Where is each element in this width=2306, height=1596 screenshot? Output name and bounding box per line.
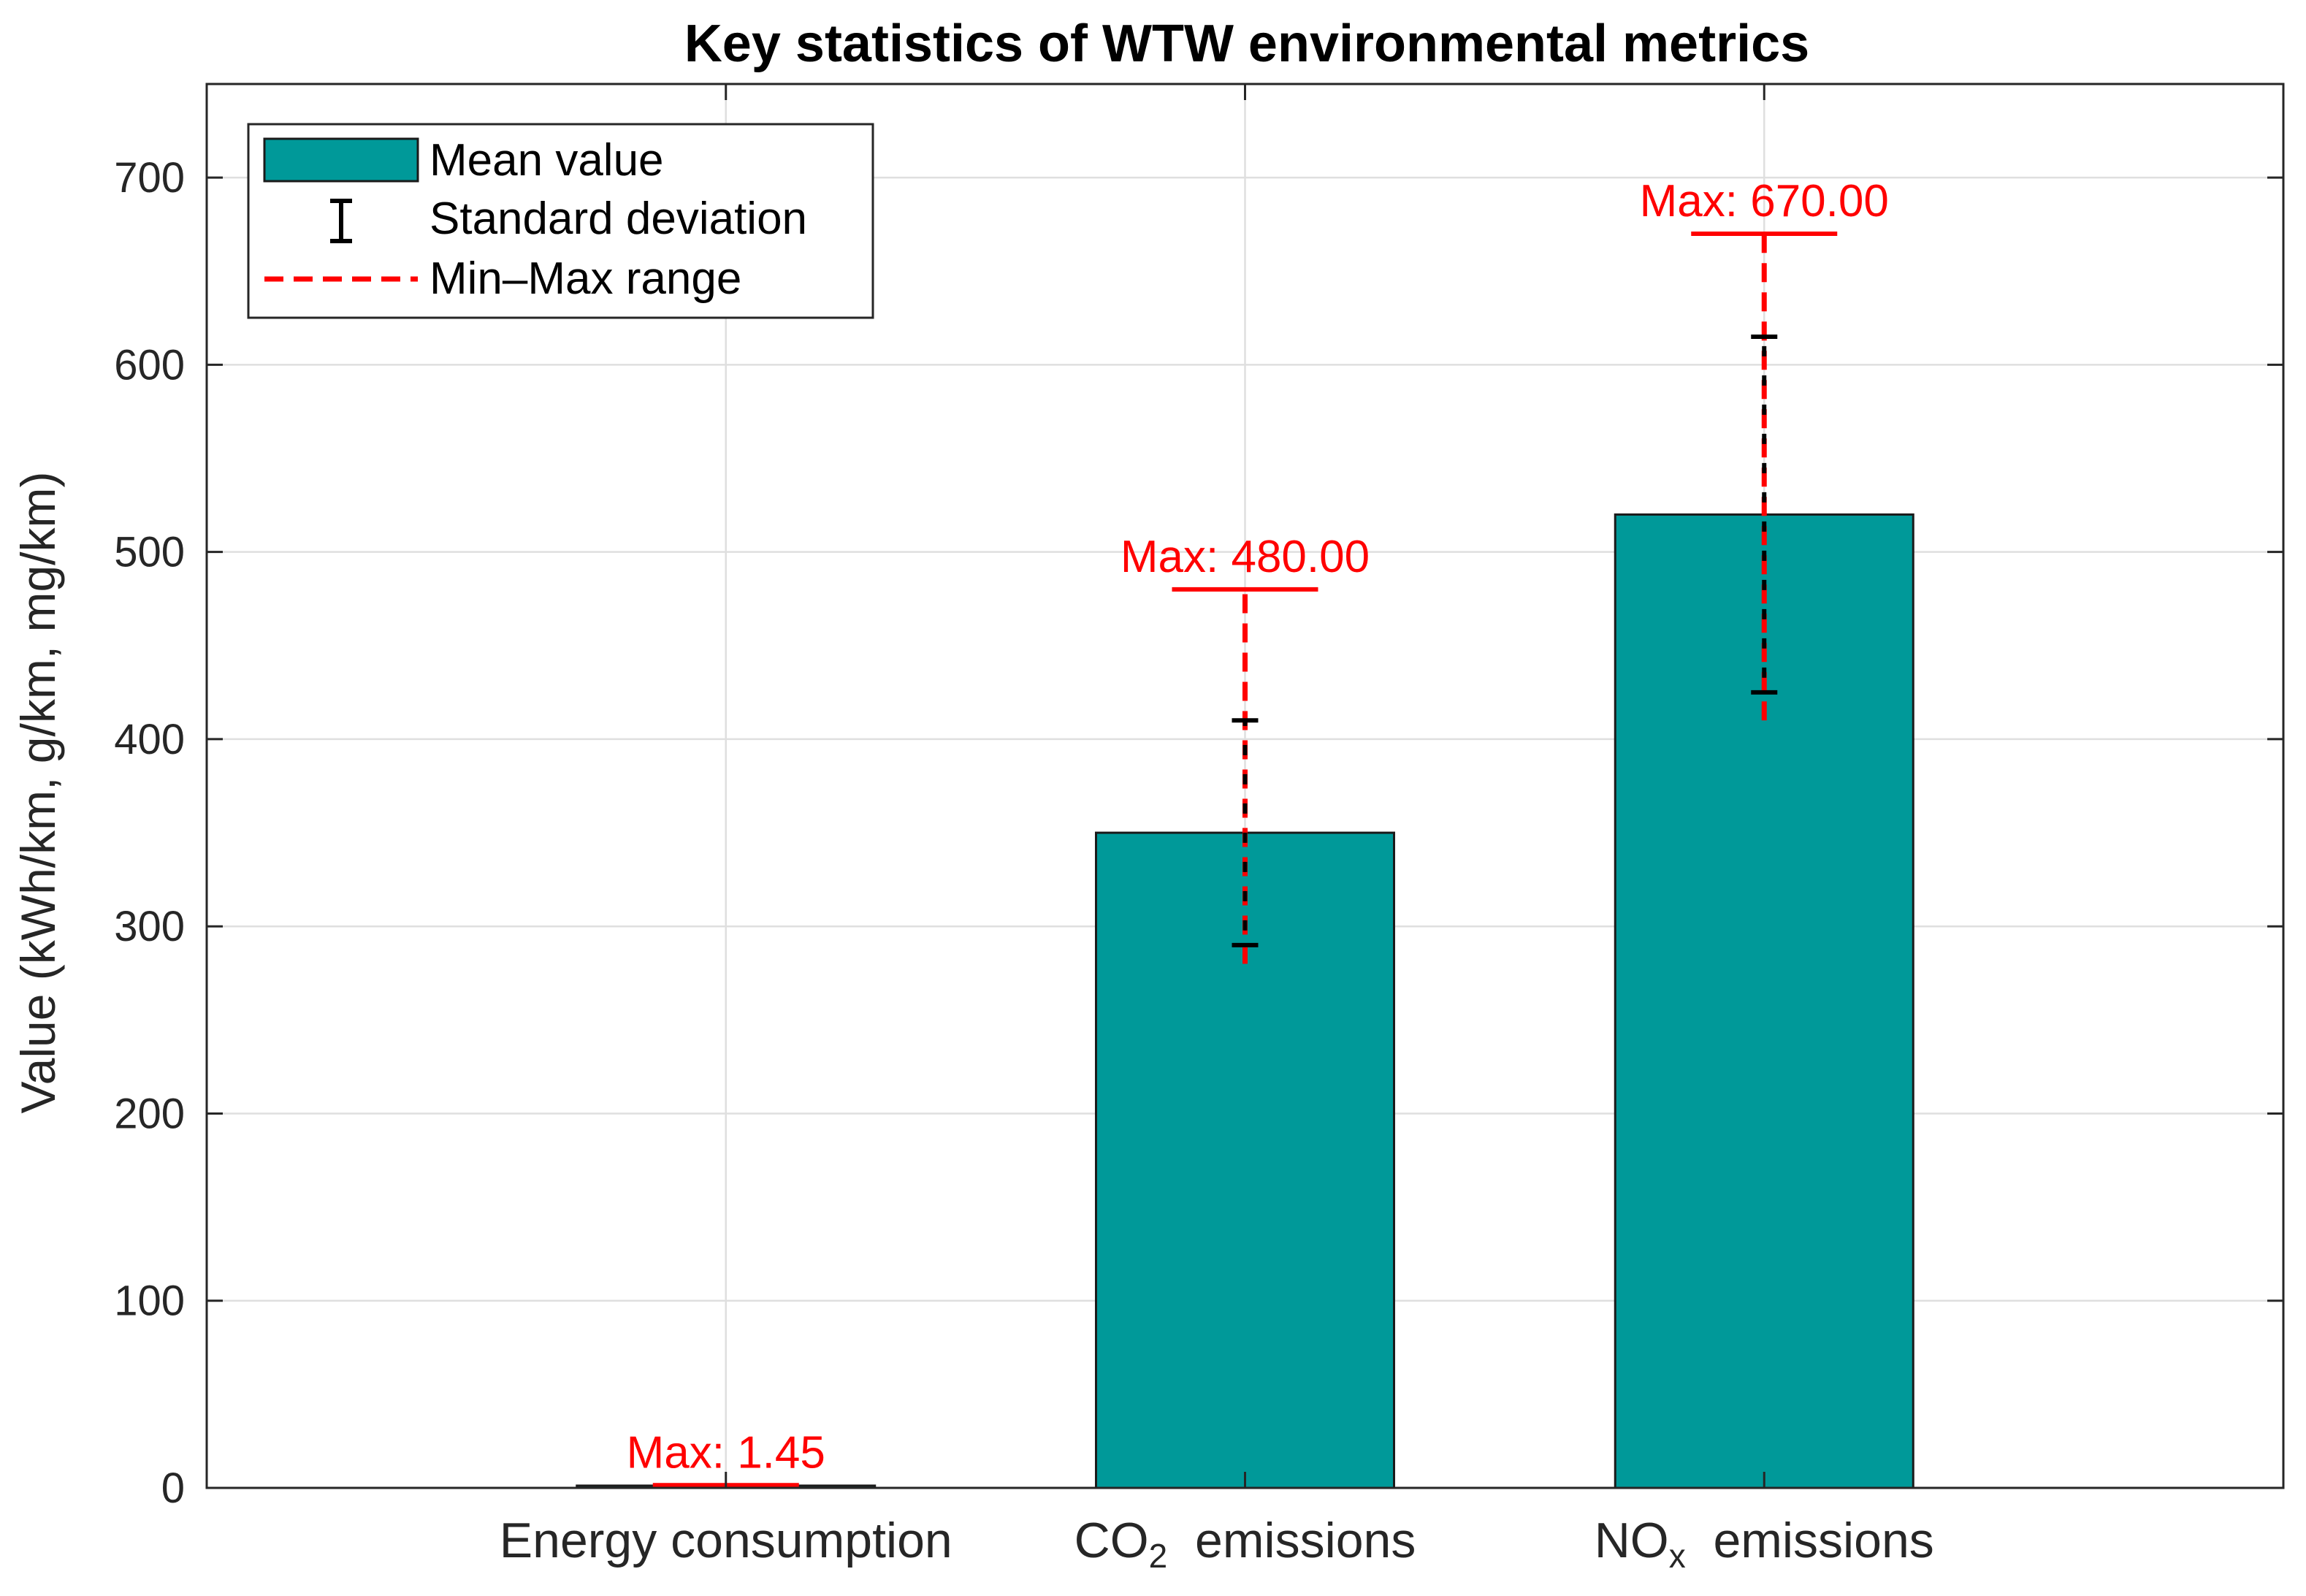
- x-tick-label: NOx emissions: [1595, 1513, 1934, 1575]
- chart-title: Key statistics of WTW environmental metr…: [684, 15, 1809, 73]
- y-tick-label: 500: [114, 529, 185, 576]
- y-tick-label: 700: [114, 154, 185, 202]
- legend-label: Min–Max range: [429, 253, 741, 304]
- y-tick-label: 300: [114, 903, 185, 950]
- max-annotation: Max: 670.00: [1640, 176, 1889, 226]
- x-tick-label: CO2 emissions: [1074, 1513, 1416, 1575]
- legend-label: Mean value: [429, 135, 664, 186]
- y-axis-label: Value (kWh/km, g/km, mg/km): [11, 472, 65, 1114]
- y-tick-label: 200: [114, 1090, 185, 1137]
- max-annotation: Max: 480.00: [1120, 532, 1370, 582]
- x-tick-label: Energy consumption: [500, 1513, 952, 1568]
- bar-2: [1095, 831, 1395, 1489]
- y-tick-label: 0: [161, 1465, 185, 1512]
- y-tick-label: 400: [114, 716, 185, 763]
- max-annotation: Max: 1.45: [627, 1427, 825, 1478]
- y-tick-label: 100: [114, 1278, 185, 1325]
- legend-label: Standard deviation: [429, 194, 807, 244]
- legend: Mean value Standard deviation Min–Max rang…: [247, 123, 874, 319]
- legend-swatch-mean: [263, 137, 419, 183]
- y-tick-label: 600: [114, 341, 185, 389]
